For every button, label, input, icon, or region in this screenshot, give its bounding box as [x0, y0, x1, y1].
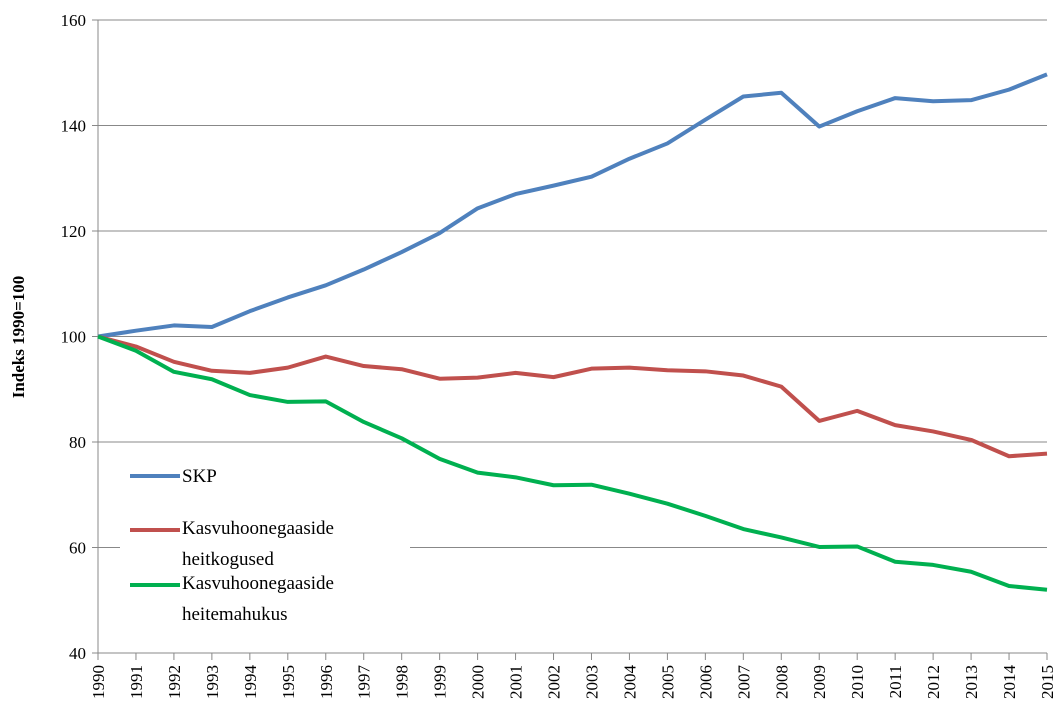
x-tick-label: 2010 — [848, 665, 867, 699]
legend-label: SKP — [182, 466, 217, 487]
x-tick-label: 2002 — [545, 665, 564, 699]
x-tick-label: 2007 — [734, 665, 753, 700]
x-tick-label: 2000 — [469, 665, 488, 699]
x-tick-label: 2012 — [924, 665, 943, 699]
x-tick-label: 2011 — [886, 665, 905, 698]
x-tick-label: 2003 — [582, 665, 601, 699]
y-tick-label: 60 — [69, 539, 86, 558]
y-tick-label: 160 — [61, 11, 87, 30]
x-tick-label: 1993 — [203, 665, 222, 699]
series-line — [97, 72, 1048, 339]
x-tick-label: 1990 — [89, 665, 108, 699]
x-tick-label: 1995 — [279, 665, 298, 699]
legend-label: Kasvuhoonegaaside heitkogused — [182, 518, 334, 570]
x-tick-label: 2009 — [810, 665, 829, 699]
x-tick-label: 1998 — [393, 665, 412, 699]
y-tick-label: 80 — [69, 433, 86, 452]
x-tick-label: 2014 — [1000, 665, 1019, 700]
x-tick-label: 1997 — [355, 665, 374, 700]
x-tick-label: 2001 — [507, 665, 526, 699]
x-tick-label: 2008 — [772, 665, 791, 699]
y-tick-label: 120 — [61, 222, 87, 241]
y-axis-label: Indeks 1990=100 — [9, 276, 28, 399]
y-tick-label: 40 — [69, 644, 86, 663]
y-tick-label: 100 — [61, 328, 87, 347]
series-line — [97, 334, 1048, 459]
x-tick-label: 1994 — [241, 665, 260, 700]
x-tick-label: 1999 — [431, 665, 450, 699]
x-tick-label: 2013 — [962, 665, 981, 699]
x-tick-label: 1996 — [317, 665, 336, 699]
legend-label: Kasvuhoonegaaside heitemahukus — [182, 573, 334, 625]
x-tick-label: 1991 — [127, 665, 146, 699]
series-line — [97, 334, 1048, 592]
x-tick-label: 2005 — [658, 665, 677, 699]
x-tick-label: 2004 — [620, 665, 639, 700]
legend-box — [120, 455, 410, 615]
x-tick-label: 2006 — [696, 665, 715, 699]
y-tick-label: 140 — [61, 117, 87, 136]
x-tick-label: 2015 — [1038, 665, 1054, 699]
x-tick-label: 1992 — [165, 665, 184, 699]
